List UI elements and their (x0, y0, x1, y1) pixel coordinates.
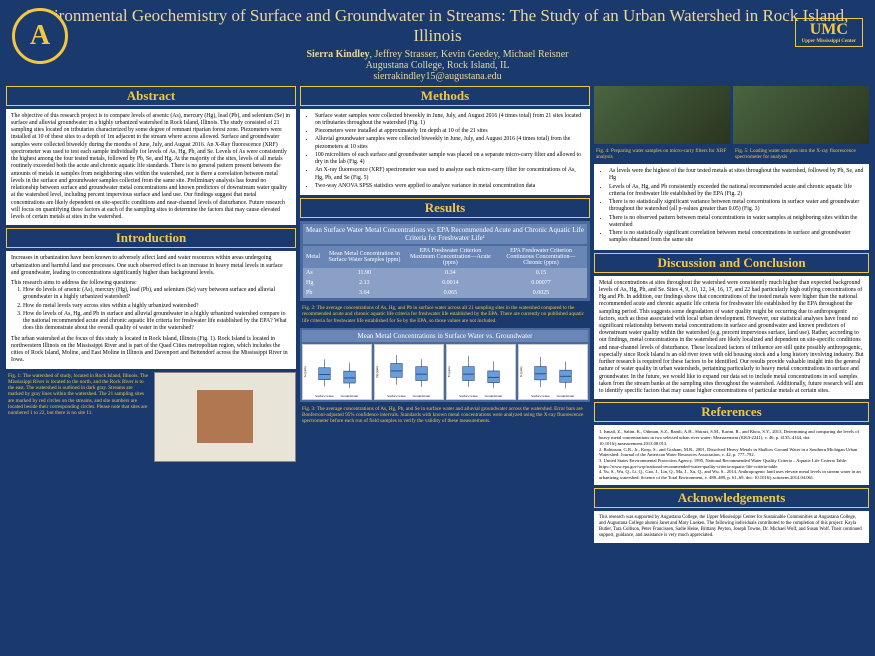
umc-logo: UMC Upper Mississippi Center (795, 18, 863, 47)
svg-text:Groundwater: Groundwater (557, 394, 576, 398)
svg-text:Groundwater: Groundwater (413, 394, 432, 398)
results-title: Results (300, 198, 590, 218)
table-header: Metal (303, 246, 323, 268)
methods-title: Methods (300, 86, 590, 106)
research-question: How do metal levels vary across sites wi… (23, 303, 291, 310)
ack-title: Acknowledgements (594, 488, 869, 508)
methods-body: Surface water samples were collected biw… (300, 109, 590, 195)
abstract-body: The objective of this research project i… (6, 109, 296, 226)
svg-text:Surface water: Surface water (387, 394, 406, 398)
fig5-caption: Fig. 5: Loading water samples into the X… (733, 147, 869, 161)
research-question: How do levels of arsenic (As), mercury (… (23, 287, 291, 301)
table1-epa-criteria: Mean Surface Water Metal Concentrations … (300, 221, 590, 301)
svg-text:Surface water: Surface water (315, 394, 334, 398)
svg-text:Surface water: Surface water (459, 394, 478, 398)
poster-header: A UMC Upper Mississippi Center Environme… (0, 0, 875, 86)
fig1-caption: Fig. 1: The watershed of study, located … (6, 372, 151, 462)
reference-item: 1. Ismail, Z., Salim, K., Othman, S.Z., … (599, 429, 864, 446)
svg-text:Hg (ppm): Hg (ppm) (375, 366, 379, 377)
reference-item: 4. Yu, S., Wu, Q., Li, Q., Gao, J., Lin,… (599, 469, 864, 480)
method-item: 100 microliters of each surface and grou… (315, 152, 585, 166)
reference-item: 3. United States Environmental Protectio… (599, 458, 864, 469)
result-bullet: As levels were the highest of the four t… (609, 168, 864, 182)
augustana-logo: A (12, 8, 68, 64)
authors: Sierra Kindley, Jeffrey Strasser, Kevin … (10, 49, 865, 60)
references-body: 1. Ismail, Z., Salim, K., Othman, S.Z., … (594, 425, 869, 485)
fig2-caption: Fig. 2: The average concentrations of As… (300, 304, 590, 325)
svg-text:Groundwater: Groundwater (341, 394, 360, 398)
method-item: Piezometers were installed at approximat… (315, 128, 585, 135)
result-bullet: There is no statistically significant va… (609, 199, 864, 213)
contact-email: sierrakindley15@augustana.edu (10, 71, 865, 82)
poster-title: Environmental Geochemistry of Surface an… (10, 6, 865, 47)
boxplot-Pb: Surface water Groundwater Pb (ppm) (446, 344, 516, 400)
table-header: EPA Freshwater Criterion Continuous Conc… (495, 246, 587, 268)
discussion-title: Discussion and Conclusion (594, 253, 869, 273)
fig3-caption: Fig. 3: The average concentrations of As… (300, 405, 590, 426)
results-summary: As levels were the highest of the four t… (594, 164, 869, 249)
introduction-body: Increases in urbanization have been know… (6, 251, 296, 368)
references-title: References (594, 402, 869, 422)
abstract-title: Abstract (6, 86, 296, 106)
introduction-title: Introduction (6, 228, 296, 248)
table-row: Pb3.640.0650.0025 (303, 288, 587, 298)
svg-text:Pb (ppm): Pb (ppm) (447, 366, 451, 377)
result-bullet: There is no observed pattern between met… (609, 215, 864, 229)
table-row: As11.900.340.15 (303, 268, 587, 278)
svg-text:Se (ppm): Se (ppm) (519, 366, 523, 377)
fig4-caption: Fig. 4: Preparing water samples on micro… (594, 147, 730, 161)
table-header: EPA Freshwater Criterion Maximum Concent… (406, 246, 495, 268)
table2-sw-gw: Mean Metal Concentrations in Surface Wat… (300, 328, 590, 402)
fig5-photo (733, 86, 869, 144)
reference-item: 2. Robinson, G.R., Jr., Keep, S., and Gr… (599, 447, 864, 458)
result-bullet: Levels of As, Hg, and Pb consistently ex… (609, 184, 864, 198)
svg-text:As (ppm): As (ppm) (303, 366, 307, 377)
fig4-photo (594, 86, 730, 144)
boxplot-As: Surface water Groundwater As (ppm) (302, 344, 372, 400)
affiliation: Augustana College, Rock Island, IL (10, 60, 865, 71)
method-item: Surface water samples were collected biw… (315, 113, 585, 127)
research-question: How do levels of As, Hg, and Pb in surfa… (23, 311, 291, 333)
method-item: Alluvial groundwater samples were collec… (315, 136, 585, 150)
svg-text:Surface water: Surface water (531, 394, 550, 398)
svg-text:Groundwater: Groundwater (485, 394, 504, 398)
table-row: Hg2.130.00140.00077 (303, 278, 587, 288)
result-bullet: There is no statistically significant co… (609, 230, 864, 244)
ack-body: This research was supported by Augustana… (594, 511, 869, 543)
boxplot-Hg: Surface water Groundwater Hg (ppm) (374, 344, 444, 400)
boxplot-Se: Surface water Groundwater Se (ppm) (518, 344, 588, 400)
discussion-body: Metal concentrations at sites throughout… (594, 276, 869, 400)
method-item: Two-way ANOVA SPSS statistics were appli… (315, 183, 585, 190)
fig1-map (154, 372, 297, 462)
method-item: An X-ray fluorescence (XRF) spectrometer… (315, 167, 585, 181)
table-header: Mean Metal Concentration in Surface Wate… (323, 246, 406, 268)
